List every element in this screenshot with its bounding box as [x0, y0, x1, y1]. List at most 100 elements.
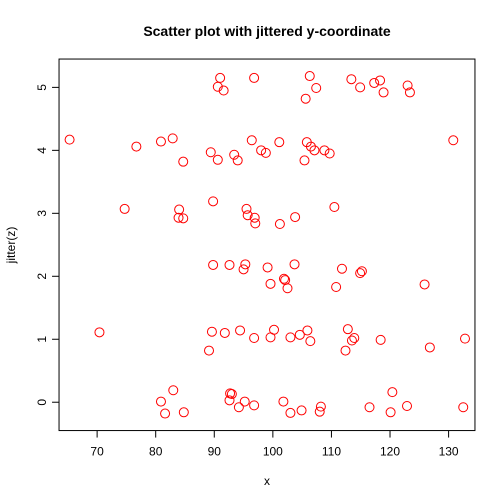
- data-point: [249, 72, 260, 83]
- data-point: [342, 324, 353, 335]
- data-point: [355, 82, 366, 93]
- data-point: [340, 345, 351, 356]
- data-point: [274, 219, 285, 230]
- data-point: [256, 145, 267, 156]
- data-point: [250, 218, 261, 229]
- data-point: [173, 212, 184, 223]
- data-point: [269, 324, 280, 335]
- data-point: [249, 332, 260, 343]
- data-point: [212, 154, 223, 165]
- x-tick-label: 70: [90, 445, 104, 459]
- x-tick-label: 130: [439, 445, 459, 459]
- data-point: [319, 145, 330, 156]
- data-point: [375, 334, 386, 345]
- data-point: [356, 266, 367, 277]
- data-point: [349, 332, 360, 343]
- data-point: [205, 147, 216, 158]
- data-point: [226, 389, 237, 400]
- data-point: [460, 333, 471, 344]
- data-point: [215, 72, 226, 83]
- data-point: [324, 148, 335, 159]
- data-point: [239, 396, 250, 407]
- data-point: [246, 135, 257, 146]
- data-point: [242, 210, 253, 221]
- data-point: [448, 135, 459, 146]
- x-tick-label: 120: [380, 445, 400, 459]
- data-point: [311, 83, 322, 94]
- data-point: [404, 87, 415, 98]
- data-point: [167, 133, 178, 144]
- data-point: [302, 325, 313, 336]
- data-point: [285, 407, 296, 418]
- data-point: [218, 85, 229, 96]
- data-point: [296, 405, 307, 416]
- data-point: [402, 401, 413, 412]
- data-point: [331, 281, 342, 292]
- data-point: [282, 283, 293, 294]
- data-point: [224, 395, 235, 406]
- data-point: [458, 402, 469, 413]
- data-point: [208, 196, 219, 207]
- data-point: [419, 279, 430, 290]
- data-point: [219, 327, 230, 338]
- data-point: [265, 278, 276, 289]
- data-point: [385, 407, 396, 418]
- data-point: [387, 387, 398, 398]
- y-axis-label: jitter(z): [4, 227, 18, 265]
- data-point: [290, 212, 301, 223]
- x-tick-label: 80: [149, 445, 163, 459]
- data-point: [94, 327, 105, 338]
- x-tick-label: 90: [208, 445, 222, 459]
- data-point: [300, 93, 311, 104]
- data-point: [160, 408, 171, 419]
- data-point: [299, 155, 310, 166]
- x-tick-label: 100: [263, 445, 283, 459]
- data-point: [424, 342, 435, 353]
- data-point: [402, 80, 413, 91]
- data-point: [262, 262, 273, 273]
- data-point: [206, 326, 217, 337]
- x-axis: 70 80 90 100 110 120 130: [90, 430, 459, 459]
- y-tick-label: 2: [35, 273, 49, 280]
- data-point: [375, 75, 386, 86]
- data-point: [131, 141, 142, 152]
- chart-title: Scatter plot with jittered y-coordinate: [143, 23, 391, 39]
- data-point: [119, 203, 130, 214]
- data-points: [64, 71, 471, 419]
- data-point: [178, 156, 189, 167]
- data-point: [294, 329, 305, 340]
- data-point: [336, 263, 347, 274]
- data-point: [178, 213, 189, 224]
- y-tick-label: 3: [35, 210, 49, 217]
- data-point: [64, 134, 75, 145]
- y-tick-label: 4: [35, 147, 49, 154]
- data-point: [329, 202, 340, 213]
- data-point: [305, 336, 316, 347]
- data-point: [208, 259, 219, 270]
- data-point: [260, 147, 271, 158]
- data-point: [378, 87, 389, 98]
- data-point: [249, 400, 260, 411]
- data-point: [369, 77, 380, 88]
- data-point: [174, 204, 185, 215]
- data-point: [240, 259, 251, 270]
- data-point: [346, 74, 357, 85]
- y-tick-label: 1: [35, 336, 49, 343]
- data-point: [224, 259, 235, 270]
- data-point: [305, 141, 316, 152]
- y-axis: 0 1 2 3 4 5: [35, 84, 60, 406]
- data-point: [232, 155, 243, 166]
- data-point: [204, 345, 215, 356]
- data-point: [304, 71, 315, 82]
- plot-frame: [58, 58, 476, 432]
- data-point: [168, 385, 179, 396]
- data-point: [315, 401, 326, 412]
- y-tick-label: 5: [35, 84, 49, 91]
- x-axis-label: x: [264, 474, 270, 488]
- data-point: [249, 212, 260, 223]
- y-tick-label: 0: [35, 399, 49, 406]
- data-point: [309, 145, 320, 156]
- data-point: [274, 137, 285, 148]
- data-point: [346, 335, 357, 346]
